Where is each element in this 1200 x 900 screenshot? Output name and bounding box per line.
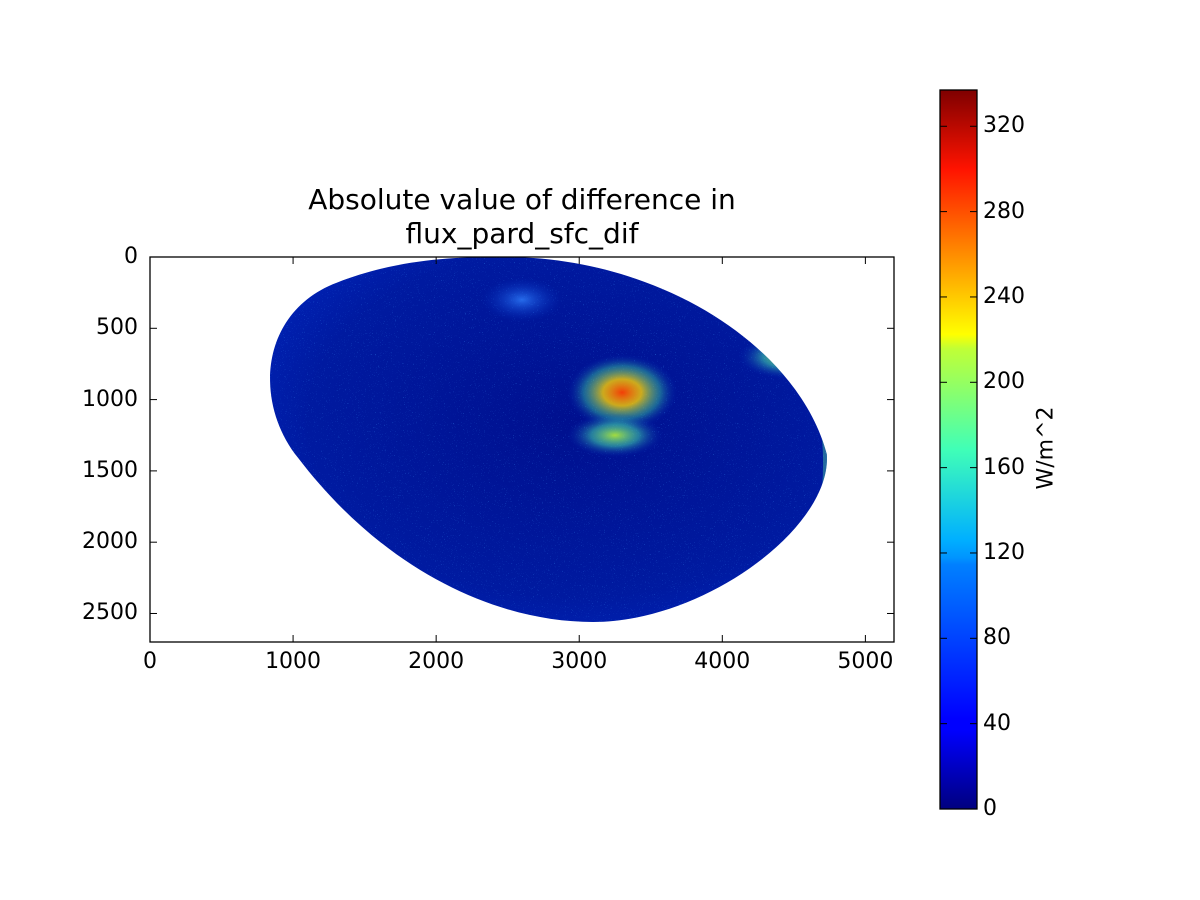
colorbar-tick-label: 320 [983, 113, 1025, 139]
colorbar-tick-label: 80 [983, 625, 1011, 651]
colorbar-tick-label: 0 [983, 796, 997, 821]
x-tick-label: 3000 [551, 649, 608, 674]
y-tick-label: 2000 [82, 529, 138, 555]
y-tick-label: 2500 [82, 600, 138, 626]
colorbar-tick-label: 240 [983, 283, 1025, 309]
y-tick-label: 500 [96, 315, 138, 341]
noise-speckle [270, 256, 827, 622]
colorbar [939, 89, 978, 810]
y-tick-label: 1000 [82, 386, 138, 412]
y-tick-label: 1500 [82, 457, 138, 483]
chart-title-line2: flux_pard_sfc_dif [405, 217, 639, 250]
axes [149, 256, 895, 643]
hotspot [567, 413, 663, 458]
x-tick-label: 5000 [837, 649, 894, 674]
chart-title-line1: Absolute value of difference in [308, 183, 736, 216]
x-tick-label: 0 [143, 649, 157, 674]
x-tick-label: 2000 [408, 649, 465, 674]
colorbar-label: W/m^2 [1033, 406, 1059, 490]
y-tick-label: 0 [124, 244, 138, 269]
hotspot [738, 334, 827, 379]
x-tick-label: 1000 [265, 649, 322, 674]
colorbar-tick-label: 40 [983, 710, 1011, 736]
image-data [270, 256, 827, 622]
colorbar-tick-label: 160 [983, 454, 1025, 480]
axes-frame [149, 256, 895, 643]
colorbar-tick-label: 200 [983, 369, 1025, 395]
hotspot [482, 277, 562, 322]
colorbar-tick-label: 280 [983, 198, 1025, 224]
colorbar-gradient [939, 89, 978, 810]
colorbar-tick-label: 120 [983, 539, 1025, 565]
x-tick-label: 4000 [694, 649, 751, 674]
hotspot [567, 354, 678, 431]
